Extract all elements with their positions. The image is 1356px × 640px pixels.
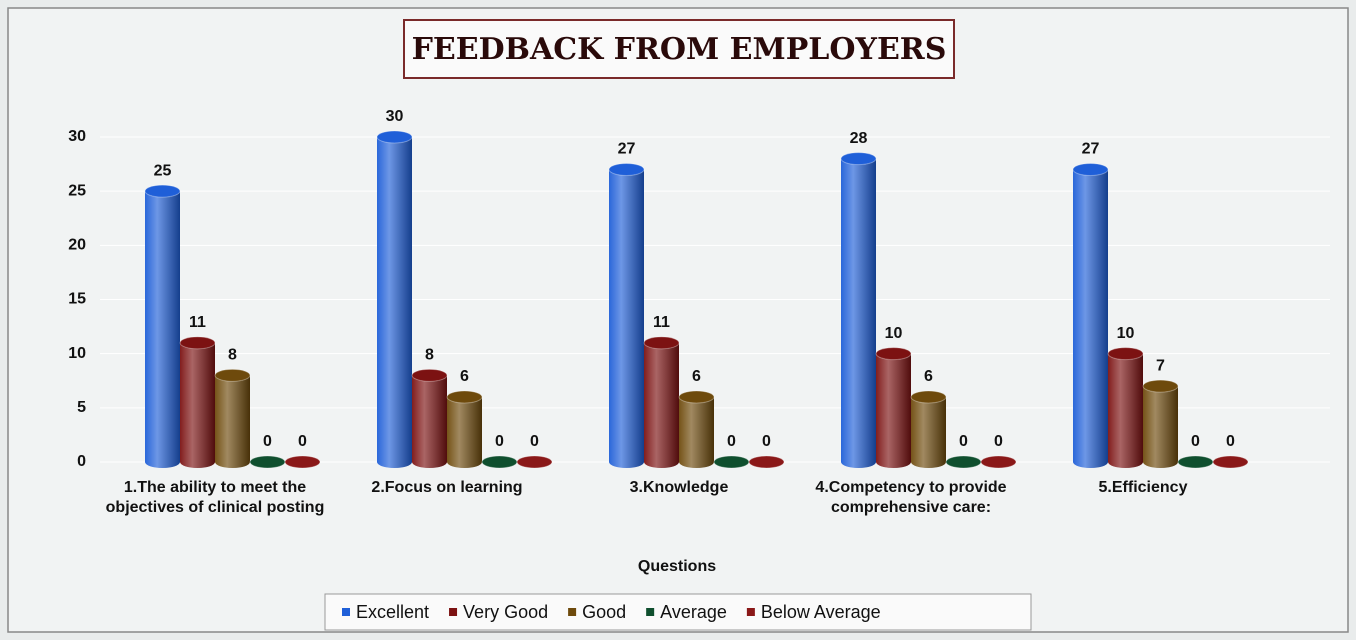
bar-cap — [910, 390, 947, 404]
y-tick-label: 20 — [68, 237, 86, 254]
legend-swatch — [746, 608, 755, 616]
bar-shade — [215, 375, 250, 468]
value-label: 7 — [1156, 357, 1165, 374]
value-label: 0 — [959, 433, 968, 450]
bar-shade — [412, 375, 447, 468]
x-tick-label: 1.The ability to meet the objectives of … — [105, 479, 325, 516]
x-tick-label: 4.Competency to provide comprehensive ca… — [815, 479, 1007, 516]
title-box — [403, 19, 955, 79]
bar-cap — [875, 347, 912, 361]
bar-shade — [145, 191, 180, 468]
legend-label: Average — [660, 602, 727, 622]
value-label: 0 — [1191, 433, 1200, 450]
value-label: 0 — [495, 433, 504, 450]
y-tick-label: 15 — [68, 291, 86, 308]
bar-shade — [1108, 353, 1143, 468]
value-label: 0 — [762, 433, 771, 450]
bar-cap — [1142, 379, 1179, 393]
value-label: 25 — [154, 162, 172, 179]
frame — [7, 7, 1349, 633]
value-label: 6 — [460, 368, 469, 385]
bar-shade — [876, 353, 911, 468]
value-label: 0 — [727, 433, 736, 450]
x-axis-label: Questions — [638, 558, 716, 575]
y-tick-label: 30 — [68, 128, 86, 145]
bar-cap — [1107, 347, 1144, 361]
bar-cap — [643, 336, 680, 350]
legend-label: Very Good — [463, 602, 548, 622]
y-tick-label: 5 — [77, 399, 86, 416]
bar-shade — [841, 158, 876, 468]
bar-shade — [1073, 169, 1108, 468]
value-label: 30 — [386, 108, 404, 125]
legend-box — [324, 593, 1032, 631]
value-label: 0 — [1226, 433, 1235, 450]
bar-shade — [911, 397, 946, 468]
bar-cap — [446, 390, 483, 404]
value-label: 11 — [189, 314, 206, 331]
bar-cap — [840, 152, 877, 166]
value-label: 0 — [263, 433, 272, 450]
bar-cap — [945, 455, 982, 469]
bar-cap — [1177, 455, 1214, 469]
legend-swatch — [449, 608, 458, 616]
value-label: 6 — [692, 368, 701, 385]
bar-cap — [748, 455, 785, 469]
y-tick-label: 25 — [68, 182, 86, 199]
bar-shade — [609, 169, 644, 468]
bar-cap — [179, 336, 216, 350]
bar-shade — [180, 342, 215, 468]
bar-cap — [1072, 163, 1109, 176]
bar-cap — [376, 130, 413, 144]
value-label: 8 — [228, 347, 237, 364]
value-label: 0 — [298, 433, 307, 450]
legend-swatch — [342, 608, 350, 616]
value-label: 0 — [530, 433, 539, 450]
legend-label: Excellent — [356, 602, 429, 622]
x-tick-label: 2.Focus on learning — [371, 479, 523, 496]
bar-cap — [608, 163, 645, 176]
bar-cap — [249, 455, 286, 469]
bar-cap — [678, 390, 715, 404]
bar-cap — [481, 455, 518, 469]
value-label: 28 — [850, 130, 868, 147]
value-label: 10 — [1117, 325, 1135, 342]
bar-cap — [980, 455, 1017, 469]
value-label: 11 — [653, 314, 670, 331]
bar-shade — [447, 397, 482, 468]
bar-cap — [411, 368, 448, 382]
y-tick-label: 0 — [77, 453, 86, 470]
bar-cap — [214, 368, 251, 382]
bar-shade — [679, 397, 714, 468]
bar-cap — [713, 455, 750, 469]
chart-title: FEEDBACK FROM EMPLOYERS — [412, 32, 947, 67]
legend-swatch — [568, 608, 577, 616]
bar-shade — [377, 137, 412, 468]
bar-cap — [516, 455, 553, 469]
x-tick-label: 5.Efficiency — [1098, 479, 1188, 496]
x-tick-label: 3.Knowledge — [629, 479, 729, 496]
bar-cap — [1212, 455, 1249, 469]
bar-cap — [144, 184, 181, 198]
legend-label: Good — [582, 602, 626, 622]
bar-cap — [284, 455, 321, 469]
value-label: 0 — [994, 433, 1003, 450]
legend-swatch — [646, 608, 655, 616]
value-label: 8 — [425, 347, 434, 364]
bar-shade — [644, 342, 679, 468]
value-label: 27 — [618, 141, 636, 158]
y-tick-label: 10 — [68, 345, 86, 362]
value-label: 6 — [924, 368, 933, 385]
value-label: 10 — [885, 325, 903, 342]
value-label: 27 — [1082, 141, 1100, 158]
bar-shade — [1143, 386, 1178, 468]
legend-label: Below Average — [761, 602, 881, 622]
